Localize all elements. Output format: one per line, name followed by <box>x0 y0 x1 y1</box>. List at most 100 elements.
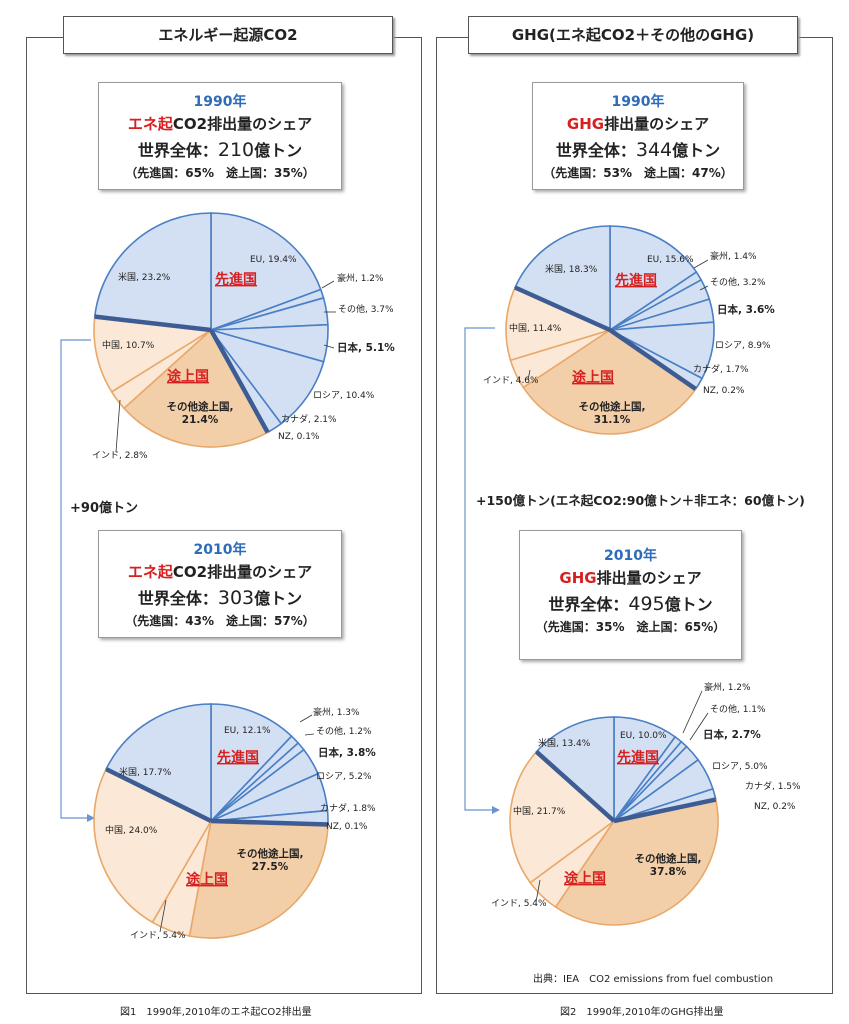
slice-label: その他, 3.7% <box>338 303 394 315</box>
developing-group-label: 途上国 <box>167 368 209 385</box>
leader-line <box>693 259 709 269</box>
slice-label: NZ, 0.1% <box>326 822 368 832</box>
info-box-right-2010: 2010年 GHG排出量のシェア 世界全体：495億トン （先進国：35% 途上… <box>519 530 742 660</box>
leader-line <box>682 690 703 734</box>
pie-slice-EU <box>609 225 698 332</box>
slice-label: 日本, 2.7% <box>703 728 761 741</box>
developed-group-label: 先進国 <box>617 749 659 766</box>
slice-label: ロシア, 5.0% <box>712 762 768 772</box>
right-caption: 図2 1990年,2010年のGHG排出量 <box>560 1007 724 1018</box>
slice-label: その他途上国, 37.8% <box>635 852 702 878</box>
slice-label: 米国, 18.3% <box>545 263 598 275</box>
slice-label: 豪州, 1.2% <box>337 272 384 284</box>
leader-line <box>535 879 541 903</box>
pie-chart-2: EU, 12.1% 豪州, 1.3% その他, 1.2% 日本, 3.8% ロシア, 5… <box>93 703 376 941</box>
group-divider <box>94 314 212 333</box>
year-label: 2010年 <box>604 548 657 564</box>
connector-arrowhead <box>492 806 500 814</box>
slice-label: ロシア, 8.9% <box>715 341 771 351</box>
share-split: （先進国：53% 途上国：47%） <box>543 166 733 180</box>
group-divider <box>608 328 697 391</box>
info-box-left-1990: 1990年 エネ起CO2排出量のシェア 世界全体：210億トン （先進国：65%… <box>98 82 342 190</box>
pie-slice-米国 <box>93 212 212 331</box>
source-note: 出典：IEA CO2 emissions from fuel combustio… <box>533 974 774 985</box>
left-panel-title: エネルギー起源CO2 <box>63 16 393 54</box>
pie-slice-米国 <box>535 716 615 823</box>
world-total: 世界全体：344億トン <box>555 139 721 161</box>
group-divider <box>613 797 717 824</box>
year-label: 1990年 <box>193 94 247 110</box>
leader-line <box>159 899 167 933</box>
developing-group-label: 途上国 <box>572 369 614 386</box>
developed-group-label: 先進国 <box>615 272 657 289</box>
leader-line <box>699 285 709 291</box>
share-title: GHG排出量のシェア <box>559 569 702 587</box>
slice-label: 中国, 24.0% <box>105 824 158 836</box>
share-split: （先進国：35% 途上国：65%） <box>535 620 726 634</box>
slice-label: 豪州, 1.2% <box>704 681 751 693</box>
leader-line <box>115 399 121 453</box>
slice-label: EU, 10.0% <box>620 731 667 741</box>
year-label: 2010年 <box>193 542 247 558</box>
slice-label: 日本, 3.8% <box>318 746 376 759</box>
pie-chart-1: EU, 19.4% 豪州, 1.2% その他, 3.7% 日本, 5.1% ロシア, 1… <box>92 212 395 461</box>
group-divider <box>209 328 270 434</box>
world-total: 世界全体：495億トン <box>548 593 713 615</box>
pie-chart-4: EU, 10.0% 豪州, 1.2% その他, 1.1% 日本, 2.7% ロシア, 5… <box>491 681 801 926</box>
slice-label: ロシア, 5.2% <box>316 772 372 782</box>
pie-slice-米国 <box>514 225 611 332</box>
developed-group-label: 先進国 <box>215 271 257 288</box>
slice-label: 豪州, 1.3% <box>313 706 360 718</box>
leader-line <box>689 712 709 741</box>
slice-label: その他, 1.1% <box>710 703 766 715</box>
pie-slice-EU <box>210 212 322 332</box>
slice-label: EU, 12.1% <box>224 726 271 736</box>
slice-label: インド, 2.8% <box>92 451 148 461</box>
slice-label: 日本, 5.1% <box>337 341 395 354</box>
slice-label: その他途上国, 21.4% <box>167 400 234 426</box>
leader-line <box>304 733 315 736</box>
slice-label: インド, 5.4% <box>491 899 547 909</box>
pie-slice-ロシア <box>208 328 325 425</box>
info-box-left-2010: 2010年 エネ起CO2排出量のシェア 世界全体：303億トン （先進国：43%… <box>98 530 342 638</box>
connector-line <box>60 339 91 819</box>
slice-label: NZ, 0.1% <box>278 432 320 442</box>
slice-label: 中国, 21.7% <box>513 805 566 817</box>
slice-label: 豪州, 1.4% <box>710 250 757 262</box>
year-label: 1990年 <box>611 94 665 110</box>
slice-label: カナダ, 1.5% <box>745 780 801 792</box>
share-title: エネ起CO2排出量のシェア <box>127 115 313 133</box>
slice-label: その他途上国, 27.5% <box>237 847 304 873</box>
slice-label: その他途上国, 31.1% <box>579 400 646 426</box>
group-divider <box>105 767 212 824</box>
slice-label: EU, 19.4% <box>250 255 297 265</box>
leader-line <box>323 344 335 349</box>
slice-label: ロシア, 10.4% <box>313 391 375 401</box>
info-box-right-1990: 1990年 GHG排出量のシェア 世界全体：344億トン （先進国：53% 途上… <box>532 82 744 190</box>
developing-group-label: 途上国 <box>564 870 606 887</box>
slice-label: インド, 4.6% <box>483 376 539 386</box>
group-divider <box>514 285 611 333</box>
pie-slice-EU <box>210 703 293 824</box>
slice-label: NZ, 0.2% <box>703 386 745 396</box>
slice-label: インド, 5.4% <box>130 931 186 941</box>
right-panel-title: GHG(エネ起CO2＋その他のGHG) <box>468 16 798 54</box>
slice-label: カナダ, 1.8% <box>320 802 376 814</box>
world-total: 世界全体：210億トン <box>137 139 303 161</box>
slice-label: 日本, 3.6% <box>717 303 775 316</box>
leader-line <box>299 714 313 723</box>
slice-label: カナダ, 2.1% <box>281 413 337 425</box>
right-increase-label: +150億トン(エネ起CO2:90億トン＋非エネ：60億トン) <box>476 493 805 508</box>
connector-arrowhead <box>87 814 95 822</box>
pie-slice-米国 <box>105 703 212 823</box>
slice-label: 中国, 10.7% <box>102 339 155 351</box>
pie-slice-その他途上国 <box>122 328 269 448</box>
left-caption: 図1 1990年,2010年のエネ起CO2排出量 <box>120 1007 312 1018</box>
left-increase-label: +90億トン <box>70 501 138 516</box>
pie-slice-その他途上国 <box>522 329 697 435</box>
slice-label: その他, 1.2% <box>316 725 372 737</box>
group-divider <box>210 818 329 827</box>
share-split: （先進国：65% 途上国：35%） <box>125 166 315 180</box>
share-split: （先進国：43% 途上国：57%） <box>125 614 315 628</box>
slice-label: NZ, 0.2% <box>754 802 796 812</box>
